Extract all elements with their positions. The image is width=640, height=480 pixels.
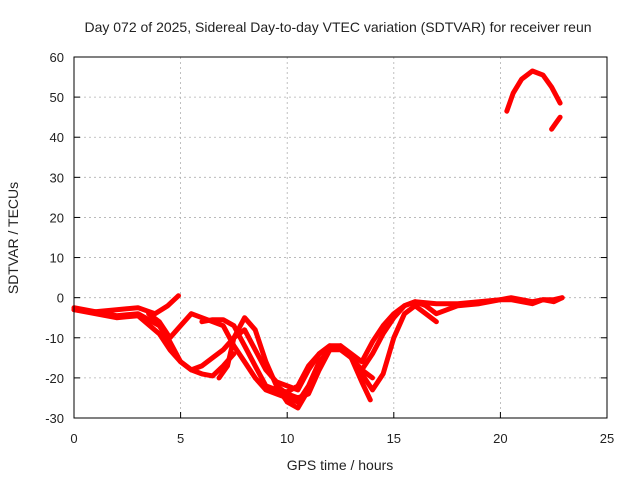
series-layer <box>71 68 565 411</box>
y-tick-label: -10 <box>45 331 64 346</box>
y-tick-label: -30 <box>45 411 64 426</box>
chart-title: Day 072 of 2025, Sidereal Day-to-day VTE… <box>84 19 591 35</box>
x-axis-label: GPS time / hours <box>287 457 394 473</box>
plot-frame <box>73 56 608 419</box>
y-tick-label: 60 <box>50 50 64 65</box>
series-line-track-9 <box>549 114 563 132</box>
y-axis-label: SDTVAR / TECUs <box>5 182 21 294</box>
y-tick-label: 30 <box>50 170 64 185</box>
series-line-track-5 <box>199 295 565 395</box>
x-tick-label: 0 <box>70 431 77 446</box>
y-tick-label: 40 <box>50 130 64 145</box>
x-tick-label: 25 <box>600 431 614 446</box>
y-tick-label: 0 <box>57 291 64 306</box>
series-line-track-6 <box>216 303 439 401</box>
y-tick-label: 10 <box>50 251 64 266</box>
y-tick-label: -20 <box>45 371 64 386</box>
x-tick-label: 5 <box>177 431 184 446</box>
series-line-track-8 <box>504 68 563 114</box>
series-line-track-7 <box>274 343 373 411</box>
x-tick-label: 10 <box>280 431 294 446</box>
y-tick-label: 20 <box>50 210 64 225</box>
x-tick-label: 15 <box>387 431 401 446</box>
grid <box>74 57 607 418</box>
y-tick-label: 50 <box>50 90 64 105</box>
ticks: 0 5 10 15 20 25 -30 -20 -10 0 10 20 30 40 50 60 <box>45 50 614 446</box>
x-tick-label: 20 <box>493 431 507 446</box>
